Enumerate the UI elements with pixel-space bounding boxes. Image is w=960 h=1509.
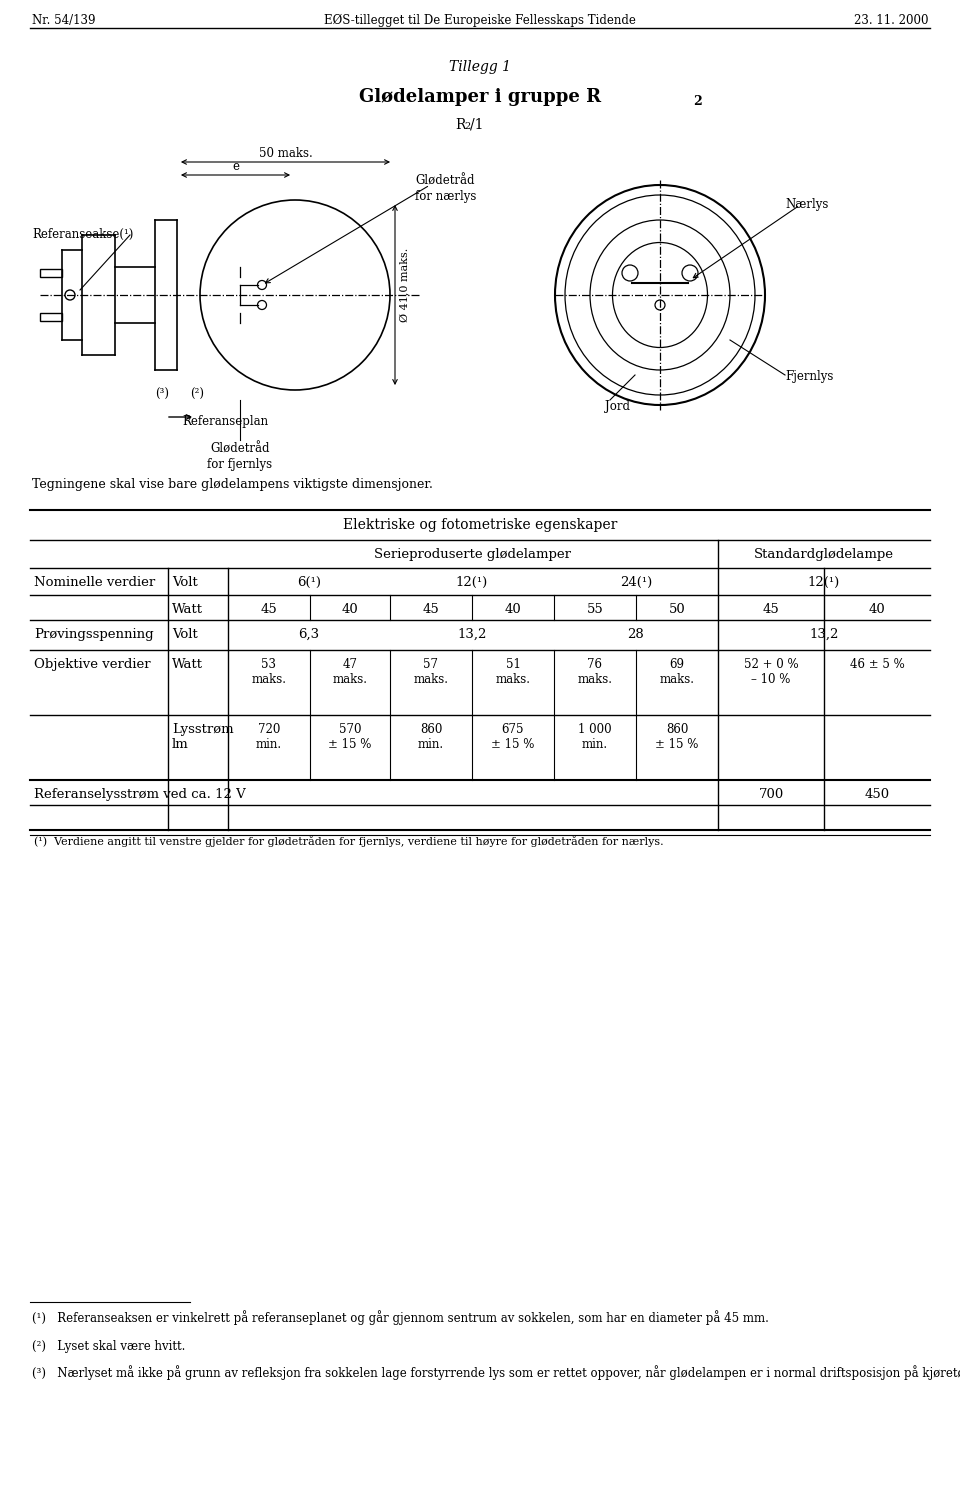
- Text: Referanseakse(¹): Referanseakse(¹): [32, 228, 133, 241]
- Text: 675
± 15 %: 675 ± 15 %: [492, 723, 535, 751]
- Text: 450: 450: [864, 788, 890, 801]
- Text: 55: 55: [587, 604, 604, 616]
- Circle shape: [257, 300, 267, 309]
- Text: 45: 45: [422, 604, 440, 616]
- Text: 24(¹): 24(¹): [620, 576, 652, 589]
- Text: 45: 45: [762, 604, 780, 616]
- Text: Ø 41,0 maks.: Ø 41,0 maks.: [399, 247, 409, 321]
- Text: (¹)  Verdiene angitt til venstre gjelder for glødetråden for fjernlys, verdiene : (¹) Verdiene angitt til venstre gjelder …: [34, 834, 663, 847]
- Text: 23. 11. 2000: 23. 11. 2000: [853, 14, 928, 27]
- Text: e: e: [232, 160, 239, 174]
- Text: Nr. 54/139: Nr. 54/139: [32, 14, 95, 27]
- Text: Tegningene skal vise bare glødelampens viktigste dimensjoner.: Tegningene skal vise bare glødelampens v…: [32, 478, 433, 490]
- Circle shape: [655, 300, 665, 309]
- Text: 51
maks.: 51 maks.: [495, 658, 531, 687]
- Text: (³): (³): [155, 388, 169, 401]
- Text: 50: 50: [668, 604, 685, 616]
- Text: 6,3: 6,3: [299, 628, 320, 641]
- Text: Fjernlys: Fjernlys: [785, 370, 833, 383]
- Text: 13,2: 13,2: [809, 628, 839, 641]
- Text: Objektive verdier: Objektive verdier: [34, 658, 151, 672]
- Text: 700: 700: [758, 788, 783, 801]
- Text: (¹)   Referanseaksen er vinkelrett på referanseplanet og går gjennom sentrum av : (¹) Referanseaksen er vinkelrett på refe…: [32, 1310, 769, 1325]
- Text: Lysstrøm
lm: Lysstrøm lm: [172, 723, 233, 751]
- Text: (³)   Nærlyset må ikke på grunn av refleksjon fra sokkelen lage forstyrrende lys: (³) Nærlyset må ikke på grunn av refleks…: [32, 1366, 960, 1379]
- Text: 53
maks.: 53 maks.: [252, 658, 286, 687]
- Text: Referanseplan: Referanseplan: [182, 415, 268, 429]
- Text: 12(¹): 12(¹): [456, 576, 488, 589]
- Text: 50 maks.: 50 maks.: [258, 146, 312, 160]
- Text: 57
maks.: 57 maks.: [414, 658, 448, 687]
- Text: (²)   Lyset skal være hvitt.: (²) Lyset skal være hvitt.: [32, 1340, 185, 1354]
- Text: 40: 40: [869, 604, 885, 616]
- Text: 47
maks.: 47 maks.: [332, 658, 368, 687]
- Text: 28: 28: [628, 628, 644, 641]
- Text: Glødetråd
for fjernlys: Glødetråd for fjernlys: [207, 444, 273, 471]
- Text: 69
maks.: 69 maks.: [660, 658, 694, 687]
- Text: 52 + 0 %
– 10 %: 52 + 0 % – 10 %: [744, 658, 799, 687]
- Text: Glødetråd
for nærlys: Glødetråd for nærlys: [415, 175, 476, 204]
- Bar: [40, 312, 62, 321]
- Text: 860
± 15 %: 860 ± 15 %: [656, 723, 699, 751]
- Text: R: R: [455, 118, 466, 131]
- Text: Watt: Watt: [172, 658, 203, 672]
- Text: 2: 2: [464, 122, 470, 131]
- Text: 570
± 15 %: 570 ± 15 %: [328, 723, 372, 751]
- Text: EØS-tillegget til De Europeiske Fellesskaps Tidende: EØS-tillegget til De Europeiske Fellessk…: [324, 14, 636, 27]
- Text: Prøvingsspenning: Prøvingsspenning: [34, 628, 154, 641]
- Text: Glødelamper i gruppe R: Glødelamper i gruppe R: [359, 88, 601, 106]
- Text: 12(¹): 12(¹): [808, 576, 840, 589]
- Text: 860
min.: 860 min.: [418, 723, 444, 751]
- Text: 45: 45: [260, 604, 277, 616]
- Text: Volt: Volt: [172, 628, 198, 641]
- Text: Jord: Jord: [605, 400, 630, 413]
- Text: 46 ± 5 %: 46 ± 5 %: [850, 658, 904, 672]
- Text: Elektriske og fotometriske egenskaper: Elektriske og fotometriske egenskaper: [343, 518, 617, 533]
- Text: 720
min.: 720 min.: [256, 723, 282, 751]
- Text: Serieproduserte glødelamper: Serieproduserte glødelamper: [374, 548, 571, 561]
- Text: Standardglødelampe: Standardglødelampe: [754, 548, 894, 561]
- Text: 13,2: 13,2: [457, 628, 487, 641]
- Text: 40: 40: [342, 604, 358, 616]
- Text: Watt: Watt: [172, 604, 203, 616]
- Text: (²): (²): [190, 388, 204, 401]
- Text: 76
maks.: 76 maks.: [578, 658, 612, 687]
- Text: /1: /1: [470, 118, 484, 131]
- Text: 2: 2: [693, 95, 702, 109]
- Text: 1 000
min.: 1 000 min.: [578, 723, 612, 751]
- Circle shape: [257, 281, 267, 290]
- Text: Referanselysstrøm ved ca. 12 V: Referanselysstrøm ved ca. 12 V: [34, 788, 246, 801]
- Text: 40: 40: [505, 604, 521, 616]
- Bar: [40, 269, 62, 278]
- Text: 6(¹): 6(¹): [297, 576, 321, 589]
- Text: Volt: Volt: [172, 576, 198, 589]
- Text: Nominelle verdier: Nominelle verdier: [34, 576, 156, 589]
- Text: Tillegg 1: Tillegg 1: [449, 60, 511, 74]
- Text: Nærlys: Nærlys: [785, 198, 828, 211]
